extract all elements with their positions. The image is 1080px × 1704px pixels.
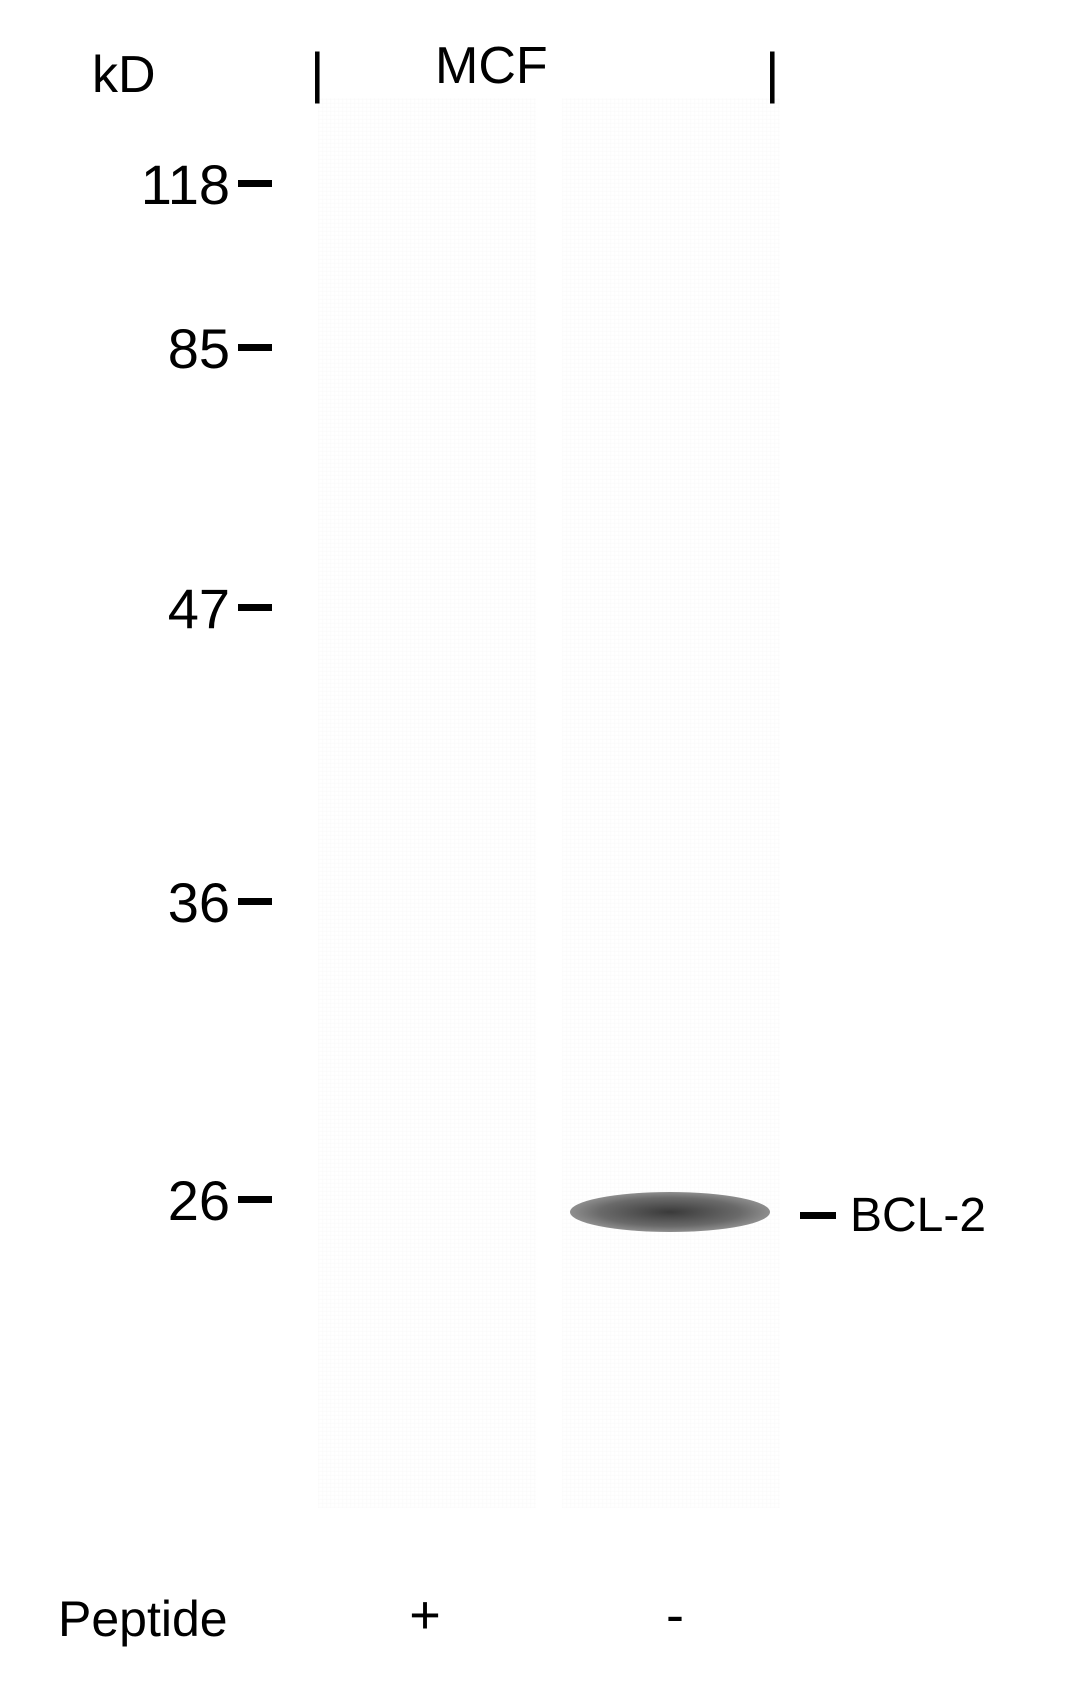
- marker-26-tick: [238, 1196, 272, 1203]
- lane-peptide-minus: [562, 98, 780, 1508]
- marker-36: 36: [168, 870, 230, 935]
- marker-85: 85: [168, 316, 230, 381]
- marker-118: 118: [141, 152, 230, 217]
- lane-divider-left: |: [310, 40, 325, 105]
- sample-label: MCF: [435, 36, 548, 96]
- marker-47: 47: [168, 576, 230, 641]
- bcl2-band: [570, 1192, 770, 1232]
- marker-85-tick: [238, 344, 272, 351]
- marker-118-tick: [238, 180, 272, 187]
- marker-47-tick: [238, 604, 272, 611]
- peptide-label: Peptide: [58, 1590, 228, 1648]
- western-blot-figure: kD | MCF | 118 85 47 36 26 BCL-2 Peptide…: [0, 0, 1080, 1704]
- target-tick: [800, 1212, 836, 1219]
- marker-36-tick: [238, 898, 272, 905]
- lane-peptide-plus: [318, 98, 536, 1508]
- peptide-minus: -: [650, 1584, 700, 1646]
- lane-divider-right: |: [765, 40, 780, 105]
- peptide-plus: +: [400, 1584, 450, 1646]
- marker-26: 26: [168, 1168, 230, 1233]
- unit-label: kD: [92, 45, 156, 105]
- target-label: BCL-2: [850, 1188, 986, 1243]
